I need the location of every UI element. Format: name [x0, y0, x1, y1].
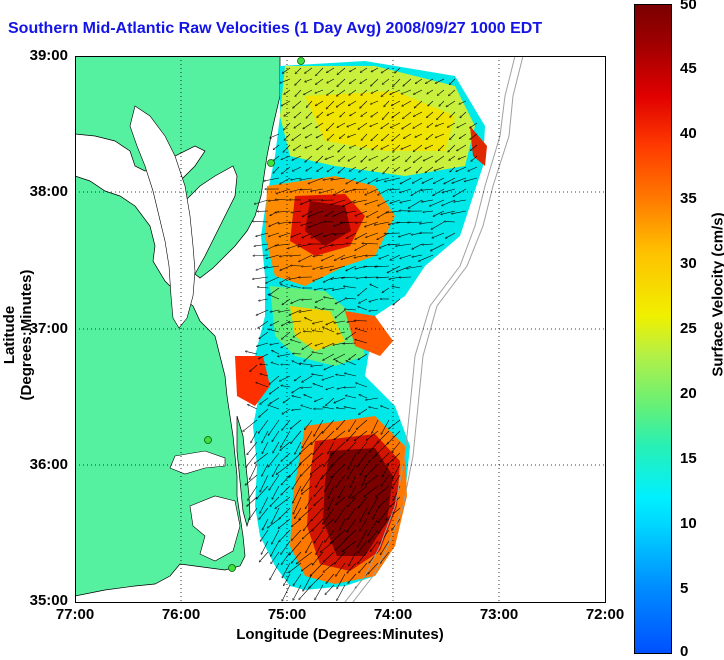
map-plot-area: [75, 56, 605, 602]
x-tick-label: 73:00: [469, 606, 529, 623]
colorbar-tick: 10: [680, 515, 697, 532]
x-tick-label: 75:00: [257, 606, 317, 623]
colorbar-label: Surface Velocity (cm/s): [710, 205, 724, 385]
colorbar-tick: 25: [680, 320, 697, 337]
colorbar-tick: 0: [680, 643, 688, 660]
velocity-arrow: [250, 464, 257, 479]
chart-title: Southern Mid-Atlantic Raw Velocities (1 …: [8, 20, 713, 38]
y-tick-label: 36:00: [8, 456, 68, 473]
colorbar-tick: 35: [680, 190, 697, 207]
y-tick-label: 39:00: [8, 47, 68, 64]
y-tick-label: 38:00: [8, 183, 68, 200]
colorbar: [634, 4, 672, 654]
colorbar-tick: 20: [680, 385, 697, 402]
velocity-arrow: [282, 585, 290, 601]
colorbar-tick: 30: [680, 255, 697, 272]
x-tick-label: 76:00: [151, 606, 211, 623]
x-tick-label: 77:00: [45, 606, 105, 623]
colorbar-tick: 50: [680, 0, 697, 13]
colorbar-tick: 5: [680, 580, 688, 597]
velocity-arrow: [259, 552, 268, 562]
velocity-arrow: [270, 563, 279, 580]
colorbar-tick: 15: [680, 450, 697, 467]
map-svg: [75, 56, 605, 602]
colorbar-tick: 40: [680, 125, 697, 142]
velocity-field: [235, 61, 487, 590]
x-axis-label: Longitude (Degrees:Minutes): [75, 626, 605, 643]
colorbar-tick: 45: [680, 60, 697, 77]
x-tick-label: 74:00: [363, 606, 423, 623]
y-axis-label: Latitude (Degrees:Minutes): [1, 245, 35, 425]
x-tick-label: 72:00: [575, 606, 635, 623]
velocity-arrow: [246, 351, 258, 354]
velocity-arrow: [248, 405, 257, 409]
